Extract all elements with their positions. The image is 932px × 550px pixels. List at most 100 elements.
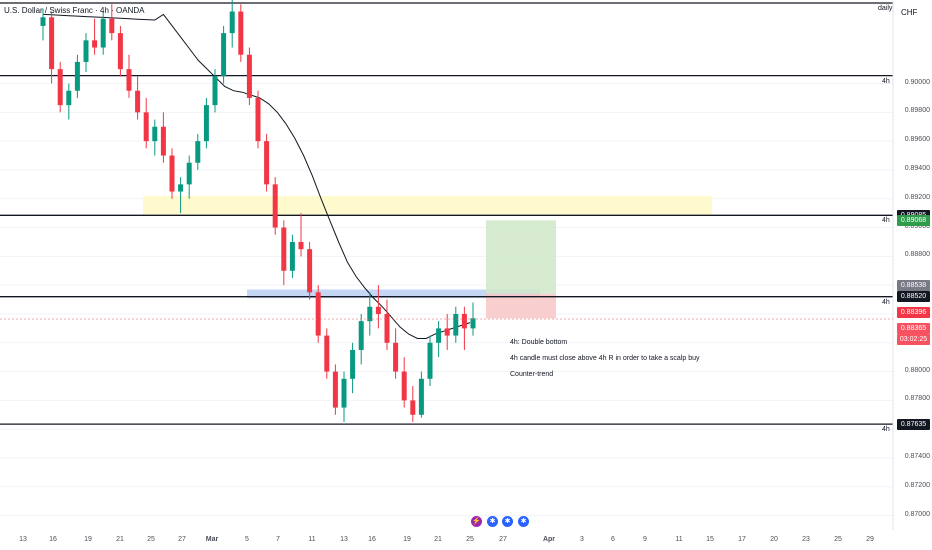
price-tag: 0.88520 — [897, 291, 930, 303]
level-timeframe-tag: 4h — [882, 77, 890, 85]
us-flag-event-icon[interactable]: ✱ — [518, 516, 529, 527]
time-axis-tick: 19 — [403, 536, 411, 543]
candle-body — [436, 328, 442, 343]
price-axis-tick: 0.87400 — [904, 452, 930, 460]
candle-body — [264, 141, 270, 185]
time-axis-tick: 21 — [116, 536, 124, 543]
candle-body — [418, 378, 424, 415]
resistance-zone-blue — [247, 289, 540, 299]
annotation-counter-trend: Counter-trend — [510, 371, 554, 378]
candle-body — [143, 112, 149, 142]
candle-body — [195, 141, 201, 163]
supply-zone-yellow — [143, 195, 712, 215]
us-flag-event-icon[interactable]: ✱ — [487, 516, 498, 527]
time-axis-tick: 13 — [19, 536, 27, 543]
time-axis-tick: 7 — [276, 536, 280, 543]
price-axis-tick: 0.89600 — [904, 136, 930, 144]
time-axis-tick: 17 — [738, 536, 746, 543]
time-axis-tick: 21 — [434, 536, 442, 543]
candle-body — [255, 97, 261, 142]
time-axis-tick: 23 — [802, 536, 810, 543]
candle-body — [307, 249, 313, 293]
time-axis-tick: 27 — [178, 536, 186, 543]
annotation-scalp-rule: 4h candle must close above 4h R in order… — [510, 355, 700, 362]
candle-body — [324, 335, 330, 372]
chart-grid — [0, 83, 893, 517]
level-timeframe-tag: 4h — [882, 298, 890, 306]
price-axis-tick: 0.89000 — [904, 222, 930, 230]
time-axis-tick: 15 — [706, 536, 714, 543]
candle-body — [375, 306, 381, 314]
us-flag-event-icon[interactable]: ✱ — [502, 516, 513, 527]
time-axis-tick: 13 — [340, 536, 348, 543]
candle-body — [367, 306, 373, 322]
candle-body — [272, 184, 278, 228]
level-timeframe-tag: 4h — [882, 217, 890, 225]
candle-body — [298, 241, 304, 250]
time-axis-tick: Mar — [205, 536, 219, 543]
candle-body — [444, 328, 450, 336]
candle-body — [427, 342, 433, 379]
candle-body — [100, 18, 106, 48]
price-axis-tick: 0.87000 — [904, 510, 930, 518]
candle-body — [57, 69, 63, 106]
time-axis-tick: 25 — [147, 536, 155, 543]
time-axis-tick: 9 — [643, 536, 647, 543]
price-axis-tick: 0.87200 — [904, 481, 930, 489]
candle-body — [66, 90, 72, 106]
candle-body — [212, 76, 218, 106]
candle-body — [221, 33, 227, 77]
time-axis-tick: 3 — [580, 536, 584, 543]
symbol-title[interactable]: U.S. Dollar / Swiss Franc · 4h · OANDA — [4, 6, 145, 15]
price-tag: 0.87635 — [897, 418, 930, 430]
candle-body — [203, 105, 209, 142]
time-axis-tick: 11 — [308, 536, 316, 543]
candle-body — [169, 155, 175, 192]
candle-body — [358, 321, 364, 350]
time-axis-tick: 16 — [49, 536, 57, 543]
candle-body — [109, 18, 115, 34]
candle-body — [126, 69, 132, 91]
candle-body — [393, 342, 399, 372]
timeframe-label: daily — [878, 5, 893, 12]
price-axis-tick: 0.88000 — [904, 366, 930, 374]
candle-body — [410, 400, 416, 415]
time-axis-tick: 5 — [245, 536, 249, 543]
price-tag: 0.89068 — [897, 214, 930, 226]
lightning-event-icon[interactable]: ⚡ — [471, 516, 482, 527]
time-axis-tick: 19 — [84, 536, 92, 543]
stop-zone-red — [486, 293, 556, 319]
currency-label[interactable]: CHF — [901, 8, 918, 17]
candle-body — [315, 292, 321, 336]
candle-body — [289, 241, 295, 271]
time-axis-tick: Apr — [542, 536, 556, 543]
time-axis-tick: 25 — [466, 536, 474, 543]
candle-body — [178, 184, 184, 192]
candle-body — [160, 126, 166, 156]
moving-average-path — [42, 13, 471, 339]
candle-body — [117, 33, 123, 70]
price-axis-tick: 0.89800 — [904, 107, 930, 115]
candle-body — [401, 371, 407, 401]
time-axis-tick: 25 — [834, 536, 842, 543]
time-axis-tick: 29 — [866, 536, 874, 543]
horizontal-levels — [0, 2, 893, 425]
time-axis-tick: 11 — [675, 536, 683, 543]
candle-body — [384, 313, 390, 343]
price-tag: 0.88365 — [897, 322, 930, 334]
candle-body — [135, 90, 141, 113]
candle-body — [453, 313, 459, 336]
level-timeframe-tag: 4h — [882, 426, 890, 434]
candlestick-series — [40, 0, 476, 422]
candle-body — [92, 40, 98, 48]
candle-body — [238, 11, 244, 55]
price-axis-tick: 0.89400 — [904, 164, 930, 172]
time-axis-tick: 6 — [611, 536, 615, 543]
candle-body — [229, 11, 235, 34]
candle-body — [332, 371, 338, 408]
time-axis-tick: 27 — [499, 536, 507, 543]
price-axis-tick: 0.89200 — [904, 193, 930, 201]
candle-body — [281, 227, 287, 271]
target-zone-green — [486, 220, 556, 294]
